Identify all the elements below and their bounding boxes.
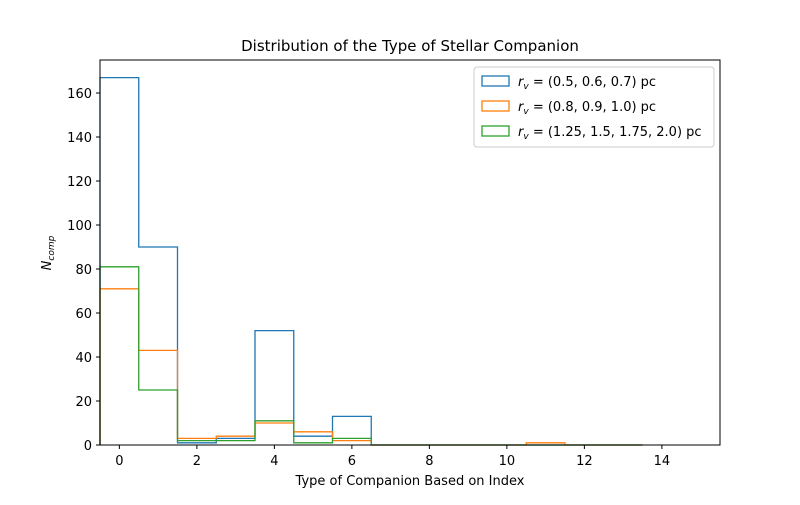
- chart-title: Distribution of the Type of Stellar Comp…: [241, 37, 579, 55]
- legend-label: = (1.25, 1.5, 1.75, 2.0) pc: [529, 125, 702, 140]
- legend-symbol: r: [518, 125, 525, 140]
- y-tick-label: 140: [67, 131, 92, 146]
- histogram-series-2: [99, 288, 643, 446]
- y-tick-label: 100: [67, 219, 92, 234]
- x-tick-label: 14: [654, 454, 671, 469]
- x-tick-label: 12: [576, 454, 593, 469]
- y-axis-label-base: N: [40, 260, 55, 270]
- y-axis-label-subscript: comp: [47, 235, 57, 260]
- legend-symbol: r: [518, 75, 525, 90]
- x-tick-label: 2: [193, 454, 201, 469]
- legend-entry-2: rv = (0.8, 0.9, 1.0) pc: [518, 100, 656, 117]
- legend-entry-3: rv = (1.25, 1.5, 1.75, 2.0) pc: [518, 125, 702, 142]
- legend-swatch-2: [481, 100, 510, 112]
- legend-box: [473, 66, 715, 148]
- legend-symbol: r: [518, 100, 525, 115]
- plot-frame: [99, 59, 721, 446]
- y-tick-label: 120: [67, 175, 92, 190]
- y-tick-label: 60: [75, 307, 92, 322]
- y-tick-label: 160: [67, 87, 92, 102]
- x-tick-label: 4: [270, 454, 278, 469]
- legend-subscript: v: [523, 107, 529, 117]
- legend-subscript: v: [523, 132, 529, 142]
- legend-subscript: v: [523, 82, 529, 92]
- y-tick-label: 20: [75, 395, 92, 410]
- x-tick-label: 8: [425, 454, 433, 469]
- y-tick-label: 40: [75, 351, 92, 366]
- y-axis-label: Ncomp: [40, 235, 57, 270]
- x-tick-label: 6: [348, 454, 356, 469]
- legend-swatch-1: [481, 75, 510, 87]
- legend-label: = (0.8, 0.9, 1.0) pc: [529, 100, 656, 115]
- y-tick-label: 0: [84, 439, 92, 454]
- legend-swatch-3: [481, 125, 510, 137]
- legend-label: = (0.5, 0.6, 0.7) pc: [529, 75, 656, 90]
- x-tick-label: 0: [115, 454, 123, 469]
- x-axis-label: Type of Companion Based on Index: [295, 474, 525, 489]
- y-tick-label: 80: [75, 263, 92, 278]
- legend-entry-1: rv = (0.5, 0.6, 0.7) pc: [518, 75, 656, 92]
- x-tick-label: 10: [499, 454, 516, 469]
